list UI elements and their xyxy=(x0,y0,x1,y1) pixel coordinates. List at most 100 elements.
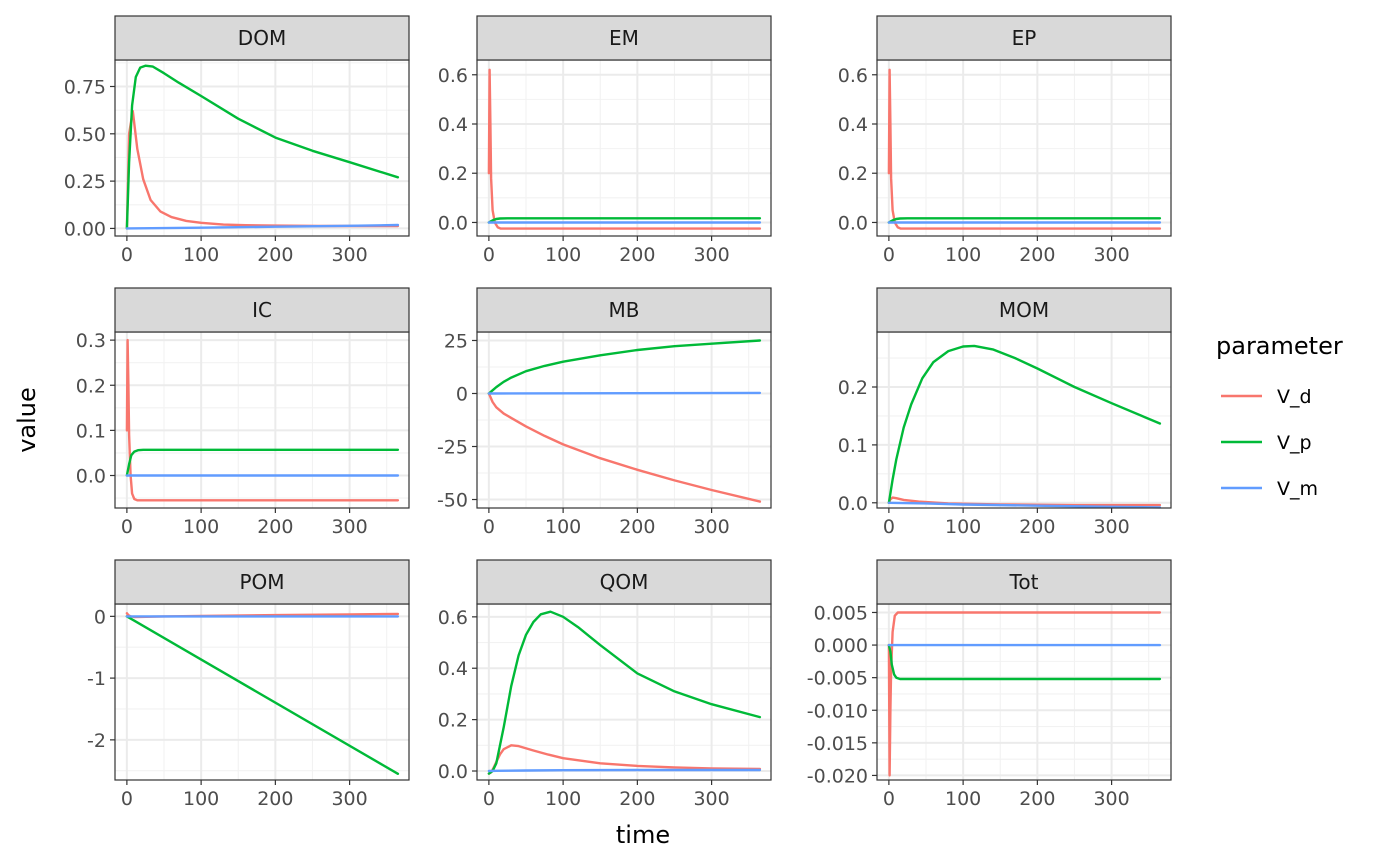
series-line-v-m xyxy=(487,768,762,773)
strip-label-pom: POM xyxy=(239,570,284,594)
x-tick-label: 100 xyxy=(945,516,981,538)
y-tick-label: 0.6 xyxy=(438,607,468,629)
y-tick-label: 0.2 xyxy=(76,375,106,397)
y-tick-label: 0.2 xyxy=(838,163,868,185)
y-tick-label: 25 xyxy=(444,330,468,352)
y-tick-label: 0.1 xyxy=(838,435,868,457)
series-line-v-m xyxy=(125,223,400,230)
panel-background xyxy=(115,332,409,508)
strip-ic xyxy=(114,287,410,333)
strip-em xyxy=(476,15,772,61)
strip-ep xyxy=(876,15,1172,61)
y-tick-label: 0.4 xyxy=(438,658,468,680)
x-tick-label: 0 xyxy=(883,788,895,810)
x-tick-label: 300 xyxy=(1093,516,1129,538)
legend-item-v-p: V_p xyxy=(1221,432,1312,454)
x-tick-label: 0 xyxy=(883,244,895,266)
legend-label-v-p: V_p xyxy=(1277,432,1312,454)
panel-background xyxy=(477,604,771,780)
strip-label-mb: MB xyxy=(609,298,640,322)
y-axis-title: value xyxy=(13,387,41,453)
x-tick-label: 200 xyxy=(619,516,655,538)
x-tick-label: 0 xyxy=(121,788,133,810)
series-line-v-d xyxy=(887,68,1162,230)
panel-mom: 0 100 200 300 0.0 0.1 0.2 MOM xyxy=(838,287,1172,538)
x-tick-label: 300 xyxy=(1093,788,1129,810)
x-tick-label: 0 xyxy=(483,244,495,266)
strip-qom xyxy=(476,559,772,605)
y-tick-label: -1 xyxy=(87,668,106,690)
x-tick-label: 100 xyxy=(183,244,219,266)
strip-label-mom: MOM xyxy=(999,298,1049,322)
series-line-v-p xyxy=(487,217,762,224)
x-tick-label: 300 xyxy=(693,788,729,810)
y-tick-label: 0.3 xyxy=(76,330,106,352)
y-tick-label: 0.6 xyxy=(438,65,468,87)
x-tick-label: 0 xyxy=(121,516,133,538)
strip-dom xyxy=(114,15,410,61)
series-line-v-d xyxy=(487,392,762,503)
x-tick-label: 300 xyxy=(331,788,367,810)
series-line-v-p xyxy=(887,643,1162,681)
y-tick-label: 0.50 xyxy=(64,124,106,146)
x-tick-label: 100 xyxy=(945,788,981,810)
legend-title: parameter xyxy=(1216,332,1343,360)
series-line-v-m xyxy=(887,501,1162,509)
x-tick-label: 200 xyxy=(1019,788,1055,810)
panel-tot: 0 100 200 300 0.005 0.000 -0.005 -0.010 -0.015 -0… xyxy=(807,559,1172,810)
strip-label-tot: Tot xyxy=(1009,570,1039,594)
panel-qom: 0 100 200 300 0.0 0.2 0.4 0.6 QOM xyxy=(438,559,772,810)
y-tick-label: -0.020 xyxy=(807,765,868,787)
strip-label-em: EM xyxy=(609,26,639,50)
panel-pom: 0 100 200 300 -2 -1 0 POM xyxy=(87,559,410,810)
x-tick-label: 200 xyxy=(1019,244,1055,266)
y-tick-label: 0.2 xyxy=(438,163,468,185)
y-tick-label: 0 xyxy=(456,383,468,405)
y-tick-label: 0.1 xyxy=(76,420,106,442)
panel-background xyxy=(877,60,1171,236)
series-line-v-p xyxy=(125,64,400,230)
strip-label-ic: IC xyxy=(252,298,272,322)
panel-dom: 0 100 200 300 0.00 0.25 0.50 0.75 DOM xyxy=(64,15,410,266)
x-tick-label: 200 xyxy=(619,788,655,810)
y-tick-label: 0.2 xyxy=(838,377,868,399)
series-line-v-p xyxy=(487,339,762,395)
strip-label-dom: DOM xyxy=(238,26,286,50)
panel-ic: 0 100 200 300 0.0 0.1 0.2 0.3 IC xyxy=(76,287,410,538)
x-tick-label: 300 xyxy=(331,516,367,538)
y-tick-label: -0.005 xyxy=(807,668,868,690)
x-tick-label: 200 xyxy=(619,244,655,266)
y-tick-label: 0.005 xyxy=(814,602,868,624)
series-line-v-p xyxy=(125,448,400,477)
y-tick-label: 0.00 xyxy=(64,218,106,240)
legend-label-v-m: V_m xyxy=(1277,478,1318,500)
strip-mb xyxy=(476,287,772,333)
y-tick-label: 0.75 xyxy=(64,76,106,98)
y-tick-label: 0.0 xyxy=(438,212,468,234)
x-tick-label: 200 xyxy=(257,516,293,538)
panel-background xyxy=(477,60,771,236)
x-tick-label: 200 xyxy=(257,788,293,810)
panel-mb: 0 100 200 300 -50 -25 0 25 MB xyxy=(437,287,772,538)
strip-label-ep: EP xyxy=(1012,26,1037,50)
x-tick-label: 300 xyxy=(693,516,729,538)
y-tick-label: 0.0 xyxy=(76,466,106,488)
x-axis-title: time xyxy=(616,821,670,849)
series-line-v-d xyxy=(887,611,1162,777)
y-tick-label: 0.25 xyxy=(64,171,106,193)
legend-item-v-d: V_d xyxy=(1221,386,1312,408)
legend: parameter V_d V_p V_m xyxy=(1216,332,1343,500)
legend-label-v-d: V_d xyxy=(1277,386,1312,408)
strip-mom xyxy=(876,287,1172,333)
y-tick-label: 0.0 xyxy=(838,493,868,515)
x-tick-label: 100 xyxy=(183,788,219,810)
x-tick-label: 200 xyxy=(1019,516,1055,538)
y-tick-label: 0.0 xyxy=(838,212,868,234)
series-line-v-d xyxy=(487,68,762,230)
x-tick-label: 100 xyxy=(183,516,219,538)
y-tick-label: -0.015 xyxy=(807,733,868,755)
x-tick-label: 300 xyxy=(693,244,729,266)
y-tick-label: -50 xyxy=(437,490,468,512)
